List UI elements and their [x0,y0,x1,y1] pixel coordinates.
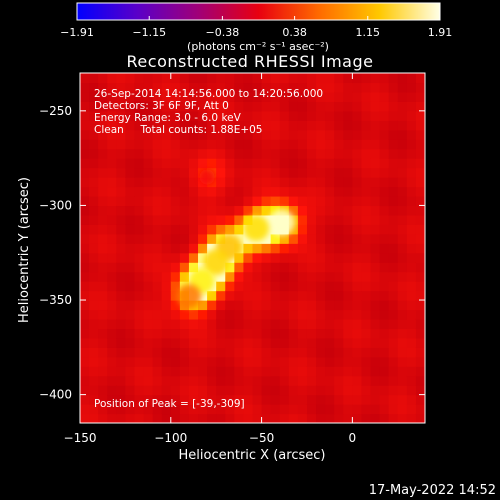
annotation-energy-range: Energy Range: 3.0 - 6.0 keV [94,112,242,124]
annotation-block: 26-Sep-2014 14:14:56.000 to 14:20:56.000… [94,88,323,136]
emission-source [176,284,202,309]
x-tick-label: −100 [154,431,187,445]
colorbar-bar [76,2,441,21]
colorbar-ticks: −1.91 −1.15 −0.38 0.38 1.15 1.91 [60,16,452,39]
y-axis-title: Heliocentric Y (arcsec) [17,177,32,323]
y-tick-label: −300 [39,198,72,212]
y-axis-ticks: −250 −300 −350 −400 [39,104,425,402]
colorbar-tick-label: −1.91 [60,26,94,39]
emission-sources [176,169,295,309]
colorbar: −1.91 −1.15 −0.38 0.38 1.15 1.91 (photons cm⁻… [60,2,452,53]
emission-source [203,249,230,276]
x-axis-title: Heliocentric X (arcsec) [179,448,326,463]
x-tick-label: −50 [249,431,274,445]
annotation-clean-counts: Clean Total counts: 1.88E+05 [94,124,263,136]
emission-source [268,209,295,236]
annotation-time-range: 26-Sep-2014 14:14:56.000 to 14:20:56.000 [94,88,323,100]
colorbar-tick-label: −1.15 [132,26,166,39]
x-tick-label: −150 [64,431,97,445]
plot-frame [79,72,426,424]
peak-position-label: Position of Peak = [-39,-309] [94,398,245,410]
colorbar-unit-label: (photons cm⁻² s⁻¹ asec⁻²) [187,40,329,53]
chart-title: Reconstructed RHESSI Image [127,52,374,71]
y-tick-label: −350 [39,293,72,307]
x-axis-ticks: −150 −100 −50 0 [64,73,357,445]
colorbar-tick-label: 1.15 [356,26,381,39]
annotation-detectors: Detectors: 3F 6F 9F, Att 0 [94,100,229,112]
image-plot: −150 −100 −50 0 −250 −300 −350 −400 26-Sep-201… [39,72,426,445]
y-tick-label: −250 [39,104,72,118]
colorbar-tick-label: −0.38 [206,26,240,39]
footer-timestamp: 17-May-2022 14:52 [369,483,496,498]
heatmap-cells [80,73,425,423]
y-tick-label: −400 [39,388,72,402]
colorbar-tick-label: 0.38 [282,26,307,39]
x-tick-label: 0 [349,431,357,445]
emission-source [199,169,215,185]
emission-source [243,215,270,242]
colorbar-tick-label: 1.91 [428,26,453,39]
